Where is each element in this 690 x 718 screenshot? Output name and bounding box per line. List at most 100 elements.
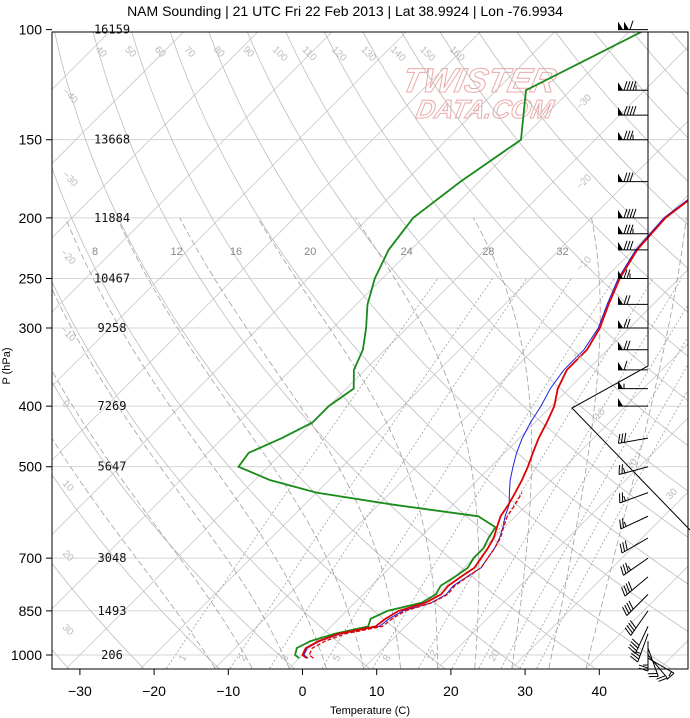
wind-barb (621, 576, 649, 597)
mixing-ratio-line (451, 278, 682, 669)
wind-barb (618, 130, 648, 141)
barb-feather (621, 587, 626, 597)
barb-staff (618, 466, 649, 475)
barb-flag (618, 173, 623, 182)
barb-feather (619, 543, 623, 554)
isotherm-label: 0 (60, 398, 72, 410)
wind-barb (618, 20, 648, 31)
y-tick-label: 200 (19, 210, 43, 226)
wind-barb (618, 295, 648, 305)
barb-flag (618, 361, 623, 370)
barb-feather (626, 340, 631, 350)
barb-feather (623, 432, 627, 443)
isotherm-label: −20 (58, 247, 78, 267)
barb-feather (623, 269, 628, 279)
barb-feather (638, 664, 649, 669)
wind-barb (618, 360, 648, 371)
barb-staff (626, 594, 649, 616)
x-tick-label: 0 (299, 683, 307, 699)
adiabat-label: 2 (237, 653, 250, 664)
dry-adiabat (208, 32, 688, 585)
moist-adiabat (585, 217, 687, 669)
barb-feather (625, 583, 631, 593)
height-label: 5647 (98, 460, 127, 474)
isotherm-label: 80 (211, 44, 227, 60)
barb-flag (618, 131, 623, 140)
barb-half-feather (623, 521, 627, 527)
barb-flag (618, 82, 623, 91)
wind-barb (618, 105, 648, 116)
barb-feather (626, 105, 631, 116)
x-tick-label: 30 (517, 683, 533, 699)
barb-feather (626, 224, 631, 234)
isotherm-label: 100 (270, 44, 290, 64)
barb-feather (658, 677, 668, 682)
isotherm-line (511, 491, 688, 669)
barb-feather (626, 602, 632, 612)
barb-feather (620, 433, 624, 443)
barb-feather (617, 433, 621, 444)
isotherm-line (288, 268, 688, 669)
barb-feather (618, 465, 621, 475)
barb-feather (625, 562, 629, 573)
barb-feather (628, 622, 635, 631)
dry-adiabat (169, 32, 688, 633)
barb-feather (626, 295, 631, 305)
dry-adiabat (52, 474, 220, 669)
dry-adiabat (52, 381, 295, 669)
isotherm-label: 110 (299, 44, 318, 63)
x-tick-label: 20 (443, 683, 459, 699)
mixing-ratio-line (519, 363, 688, 669)
barb-flag (618, 225, 623, 234)
barb-feather (629, 208, 634, 219)
mixing-ratio-line (536, 389, 688, 669)
barb-half-feather (623, 467, 626, 474)
isotherm-line (214, 194, 688, 669)
y-tick-label: 400 (19, 398, 43, 414)
barb-staff (623, 557, 649, 576)
virtual-temp-line (303, 198, 688, 659)
barb-feather (629, 655, 639, 663)
isotherm-label: 60 (152, 44, 168, 60)
barb-feather (622, 606, 628, 616)
y-tick-label: 850 (19, 603, 43, 619)
isotherm-label: −40 (60, 86, 80, 106)
chart-title: NAM Sounding | 21 UTC Fri 22 Feb 2013 | … (127, 3, 563, 19)
barb-feather (623, 224, 628, 234)
wind-barb (619, 492, 649, 504)
y-axis-label: P (hPa) (1, 347, 13, 384)
barb-feather (626, 130, 631, 140)
height-label: 13668 (94, 133, 130, 147)
mixing-ratio-label: 12 (171, 246, 183, 258)
barb-staff (618, 437, 649, 444)
barb-half-feather (668, 671, 672, 677)
wind-barb (618, 81, 648, 91)
wind-barb (638, 641, 649, 672)
barb-half-feather (623, 495, 626, 502)
barb-feather (619, 519, 622, 529)
height-label: 16159 (94, 23, 130, 37)
mixing-ratio-line (418, 278, 654, 669)
isotherm-line (52, 32, 110, 90)
wind-barb (624, 610, 649, 636)
height-label: 1493 (98, 604, 127, 618)
barb-flag (618, 209, 623, 218)
barb-feather (627, 581, 633, 591)
mixing-ratio-line (229, 278, 494, 669)
dry-adiabat (54, 32, 520, 669)
x-tick-label: −20 (142, 683, 166, 699)
adiabat-label: 12 (425, 648, 440, 664)
wind-barb (618, 240, 648, 251)
y-tick-label: 150 (19, 132, 43, 148)
watermark-line1: TWISTER (399, 62, 560, 100)
isotherm-label: 30 (664, 486, 680, 502)
barb-feather (621, 518, 625, 528)
barb-frame-line (571, 32, 690, 531)
barb-staff (621, 537, 649, 554)
barb-flag (618, 341, 623, 350)
isotherm-line (52, 32, 185, 165)
barb-feather (632, 105, 637, 116)
barb-staff (619, 492, 649, 504)
moist-adiabat (179, 217, 401, 669)
barb-staff (624, 576, 649, 597)
